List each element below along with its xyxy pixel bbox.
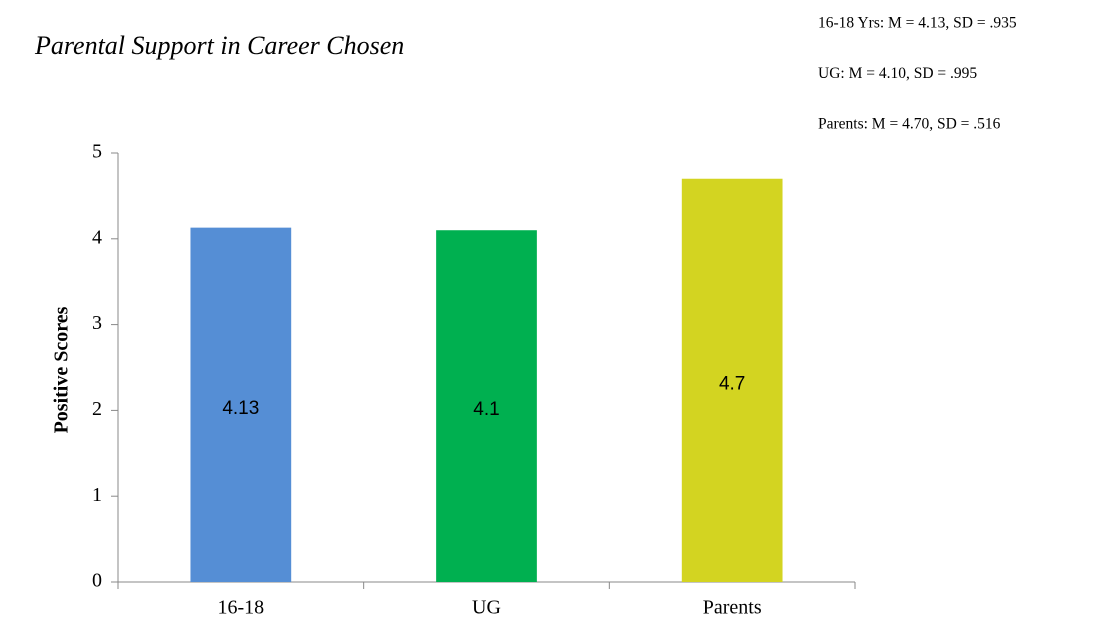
bar xyxy=(681,178,783,583)
data-label: 4.1 xyxy=(473,399,499,420)
annotation: 16-18 Yrs: M = 4.13, SD = .935 xyxy=(818,15,1017,32)
x-tick-label: UG xyxy=(472,597,501,619)
y-tick-label: 5 xyxy=(92,141,102,163)
chart-title: Parental Support in Career Chosen xyxy=(34,31,404,60)
y-tick-label: 0 xyxy=(92,570,102,592)
y-tick-label: 3 xyxy=(92,312,102,334)
y-tick-label: 2 xyxy=(92,398,102,420)
bar xyxy=(190,227,292,582)
x-tick-label: 16-18 xyxy=(217,597,264,619)
bar xyxy=(436,230,537,582)
annotation: Parents: M = 4.70, SD = .516 xyxy=(818,116,1001,133)
y-axis-label: Positive Scores xyxy=(51,306,73,433)
data-label: 4.7 xyxy=(719,373,745,394)
annotation: UG: M = 4.10, SD = .995 xyxy=(818,65,977,82)
x-tick-label: Parents xyxy=(703,597,762,619)
data-label: 4.13 xyxy=(222,398,259,419)
y-tick-label: 4 xyxy=(92,226,102,248)
y-tick-label: 1 xyxy=(92,484,102,506)
